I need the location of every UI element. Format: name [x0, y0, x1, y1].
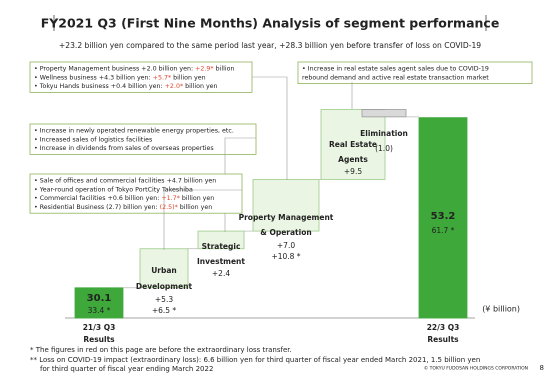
- before-transfer-label: +10.8 *: [271, 252, 300, 261]
- annotation-box: [29, 123, 257, 155]
- footnote: * The figures in red on this page are be…: [30, 346, 292, 354]
- annotation-text: Tokyu Hands business +0.4 billion yen:: [39, 83, 165, 90]
- annotation-text: Increase in dividends from sales of over…: [40, 145, 214, 152]
- annotation-line: • Sale of offices and commercial facilit…: [34, 178, 216, 185]
- before-transfer-label: +6.5 *: [152, 306, 177, 315]
- annotation-text: Increased sales of logistics facilities: [40, 136, 153, 143]
- bullet: •: [302, 66, 308, 73]
- value-label: +5.3: [155, 295, 173, 304]
- highlight-text: +5.7*: [153, 74, 171, 81]
- bar: [320, 109, 386, 180]
- value-label: (1.0): [375, 144, 393, 153]
- bar: [252, 179, 320, 232]
- value-label: 30.1: [87, 293, 112, 304]
- bullet: •: [34, 74, 40, 81]
- annotation-text: Residential Business (2.7) billion yen:: [40, 204, 160, 211]
- annotation-text: Increase in newly operated renewable ene…: [40, 128, 234, 135]
- before-transfer-label: 61.7 *: [432, 226, 455, 235]
- annotation-line: rebound demand and active real estate tr…: [302, 74, 489, 81]
- bullet: •: [34, 136, 40, 143]
- annotation-box: [297, 61, 533, 85]
- value-label: +7.0: [277, 241, 295, 250]
- category-label: Real Estate: [329, 140, 377, 149]
- highlight-text: +1.7*: [161, 195, 179, 202]
- value-label: +2.4: [212, 269, 230, 278]
- category-label: 21/3 Q3: [83, 323, 116, 332]
- annotation-text: billion yen: [183, 83, 217, 90]
- unit-label: (¥ billion): [482, 305, 520, 314]
- highlight-text: +2.0*: [165, 83, 183, 90]
- annotation-line: • Increase in real estate sales agent sa…: [302, 66, 489, 73]
- annotation-line: • Increase in newly operated renewable e…: [34, 128, 234, 135]
- annotation-text: Year-round operation of Tokyo PortCity T…: [39, 186, 193, 193]
- annotation-line: • Property Management business +2.0 bill…: [34, 66, 234, 73]
- bar: [361, 109, 407, 118]
- page-number: 8: [540, 364, 544, 372]
- bullet: •: [34, 145, 40, 152]
- bullet: •: [34, 83, 40, 90]
- category-label: Urban: [151, 266, 177, 275]
- annotation-text: Increase in real estate sales agent sale…: [308, 66, 489, 73]
- highlight-text: +2.9*: [195, 66, 213, 73]
- highlight-text: (2.5)*: [160, 204, 178, 211]
- footnote: for third quarter of fiscal year ending …: [40, 365, 213, 373]
- leader-line: [252, 76, 288, 180]
- category-label: Elimination: [360, 129, 408, 138]
- bullet: •: [34, 204, 40, 211]
- annotation-line: • Increase in dividends from sales of ov…: [34, 145, 214, 152]
- subtitle: +23.2 billion yen compared to the same p…: [59, 41, 481, 50]
- annotation-text: Commercial facilities +0.6 billion yen:: [40, 195, 162, 202]
- slide-title: FY2021 Q3 (First Nine Months) Analysis o…: [41, 16, 500, 31]
- annotation-line: • Year-round operation of Tokyo PortCity…: [34, 186, 193, 193]
- category-label: Agents: [338, 155, 368, 164]
- annotation-text: rebound demand and active real estate tr…: [302, 74, 489, 81]
- annotation-line: • Residential Business (2.7) billion yen…: [34, 204, 212, 211]
- footnote: ** Loss on COVID-19 impact (extraordinar…: [30, 356, 480, 364]
- bullet: •: [34, 178, 40, 185]
- bullet: •: [34, 195, 40, 202]
- before-transfer-label: 33.4 *: [88, 306, 111, 315]
- bar: [197, 230, 245, 250]
- category-label: 22/3 Q3: [427, 323, 460, 332]
- category-label: Development: [136, 282, 193, 291]
- annotation-text: billion yen: [171, 74, 205, 81]
- category-label: Results: [83, 335, 115, 344]
- category-label: Property Management: [239, 213, 334, 222]
- bullet: •: [34, 186, 40, 193]
- annotation-text: Sale of offices and commercial facilitie…: [40, 178, 217, 185]
- value-label: +9.5: [344, 167, 362, 176]
- annotation-text: billion yen: [178, 204, 212, 211]
- bullet: •: [34, 128, 40, 135]
- annotation-line: • Tokyu Hands business +0.4 billion yen:…: [34, 83, 218, 90]
- annotation-line: • Wellness business +4.3 billion yen: +5…: [34, 74, 206, 81]
- annotation-text: billion yen: [180, 195, 214, 202]
- copyright: © TOKYU FUDOSAN HOLDINGS CORPORATION: [424, 365, 528, 372]
- bar: [418, 117, 468, 319]
- annotation-text: Property Management business +2.0 billio…: [40, 66, 195, 73]
- annotation-box: [29, 173, 243, 214]
- category-label: Strategic: [202, 242, 241, 251]
- annotation-text: billion: [214, 66, 235, 73]
- category-label: & Operation: [260, 228, 311, 237]
- bullet: •: [34, 66, 40, 73]
- annotation-box: [29, 61, 253, 93]
- annotation-line: • Increased sales of logistics facilitie…: [34, 136, 152, 143]
- chart: 21/3 Q3 Results 30.1 33.4 * Urban Development…: [29, 61, 533, 344]
- category-label: Results: [427, 335, 459, 344]
- category-label: Investment: [197, 257, 245, 266]
- leader-line: [163, 189, 242, 250]
- value-label: 53.2: [431, 211, 456, 222]
- bar: [74, 287, 124, 319]
- annotation-text: Wellness business +4.3 billion yen:: [40, 74, 153, 81]
- annotation-line: • Commercial facilities +0.6 billion yen…: [34, 195, 214, 202]
